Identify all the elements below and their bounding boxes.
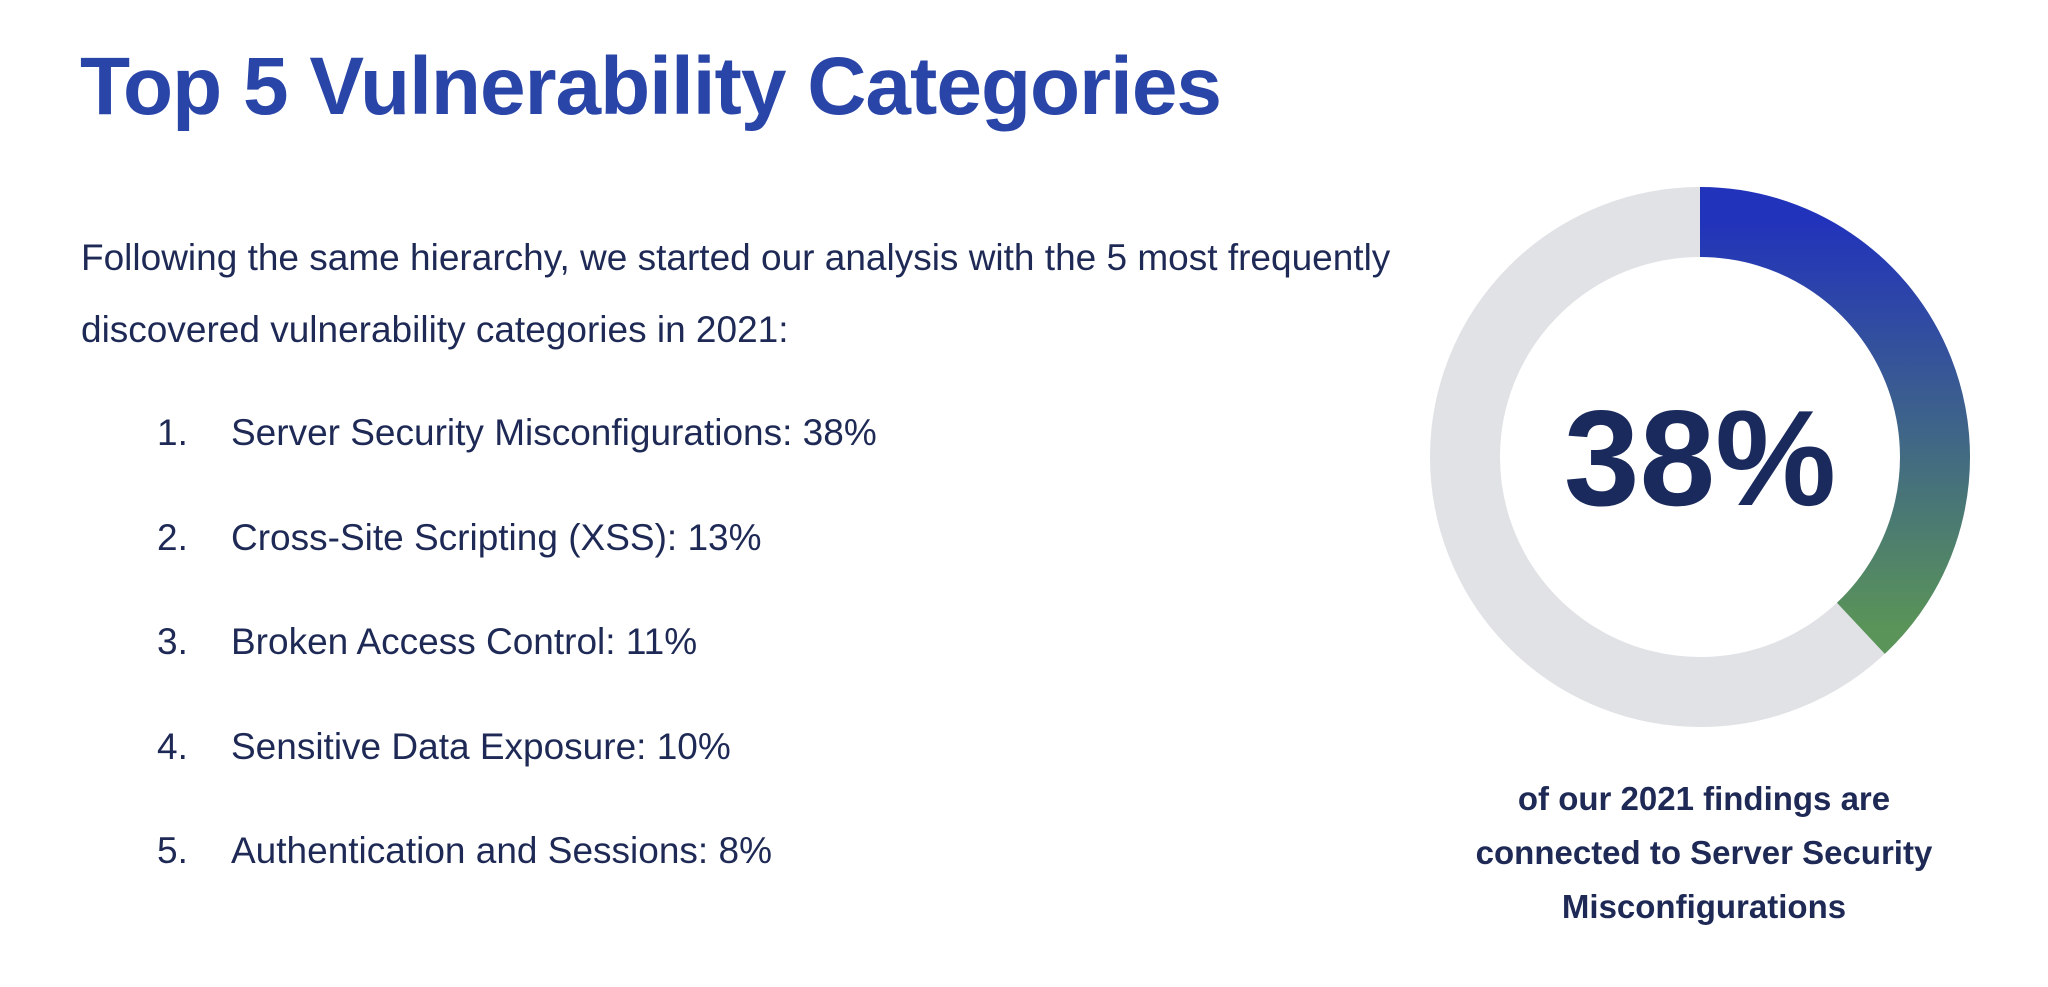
list-number: 1. xyxy=(157,412,188,453)
title: Top 5 Vulnerability Categories xyxy=(80,41,1222,132)
list-item: Broken Access Control: 11% xyxy=(231,621,698,662)
intro-paragraph: Following the same hierarchy, we started… xyxy=(81,237,1391,350)
list-item: Cross-Site Scripting (XSS): 13% xyxy=(231,516,762,558)
donut-arc xyxy=(1699,187,1970,654)
list-number: 5. xyxy=(157,830,188,871)
donut-center-label: 38% xyxy=(1564,382,1836,534)
list-number: 4. xyxy=(157,725,188,767)
list-item: Authentication and Sessions: 8% xyxy=(231,830,772,871)
list-item: Server Security Misconfigurations: 38% xyxy=(231,412,877,453)
list-number: 3. xyxy=(157,621,188,662)
list-number: 2. xyxy=(157,516,188,558)
list-item: Sensitive Data Exposure: 10% xyxy=(231,725,731,767)
donut-caption: of our 2021 findings are connected to Se… xyxy=(1475,780,1933,925)
